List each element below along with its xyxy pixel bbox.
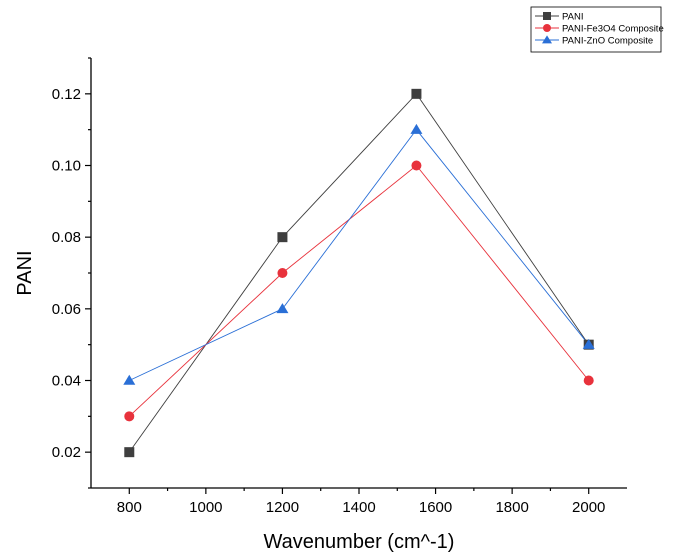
- data-point: [411, 88, 422, 99]
- legend-label: PANI-ZnO Composite: [562, 36, 653, 47]
- data-point: [582, 338, 595, 349]
- data-point: [277, 232, 288, 243]
- series-triangle: [129, 128, 590, 381]
- legend-box: [530, 6, 662, 53]
- y-tick-label: 0.04: [52, 373, 81, 390]
- legend-label: PANI-Fe3O4 Composite: [562, 24, 664, 35]
- y-tick-label: 0.10: [52, 158, 81, 175]
- x-tick-label: 2000: [572, 499, 605, 516]
- x-tick-label: 1800: [495, 499, 528, 516]
- series-markers: [124, 88, 594, 458]
- legend-label: PANI: [562, 12, 583, 23]
- axes: [90, 58, 627, 489]
- data-point: [277, 268, 288, 278]
- x-tick-label: 1600: [419, 499, 452, 516]
- data-point: [410, 123, 423, 134]
- legend-marker: [543, 12, 551, 20]
- data-point: [123, 374, 136, 385]
- data-point: [583, 375, 594, 386]
- y-axis-title: PANI: [14, 250, 36, 295]
- x-tick-label: 800: [117, 499, 142, 516]
- data-point: [276, 303, 289, 314]
- x-tick-label: 1200: [266, 499, 299, 516]
- y-tick-label: 0.06: [52, 301, 81, 318]
- y-tick-label: 0.12: [52, 86, 81, 103]
- legend-marker: [543, 24, 551, 32]
- legend-marker: [542, 35, 552, 44]
- data-point: [124, 411, 135, 422]
- x-tick-label: 1000: [189, 499, 222, 516]
- series-markers: [123, 123, 595, 385]
- x-axis-title: Wavenumber (cm^-1): [264, 531, 455, 553]
- data-point: [411, 160, 422, 171]
- series-line: [129, 128, 590, 381]
- data-point: [124, 447, 135, 458]
- series-square: [128, 93, 590, 453]
- series-circle: [128, 164, 590, 417]
- series-markers: [124, 160, 594, 422]
- y-tick-label: 0.02: [52, 444, 81, 461]
- series-line: [128, 164, 590, 417]
- series-line: [128, 93, 590, 453]
- x-tick-label: 1400: [342, 499, 375, 516]
- y-tick-label: 0.08: [52, 229, 81, 246]
- y-ticks: 0.02 0.04 0.06 0.08 0.10 0.12: [52, 57, 91, 489]
- series-layer: [123, 88, 595, 458]
- x-ticks: 800 1000 1200 1400 1600 1800 2000: [117, 488, 605, 516]
